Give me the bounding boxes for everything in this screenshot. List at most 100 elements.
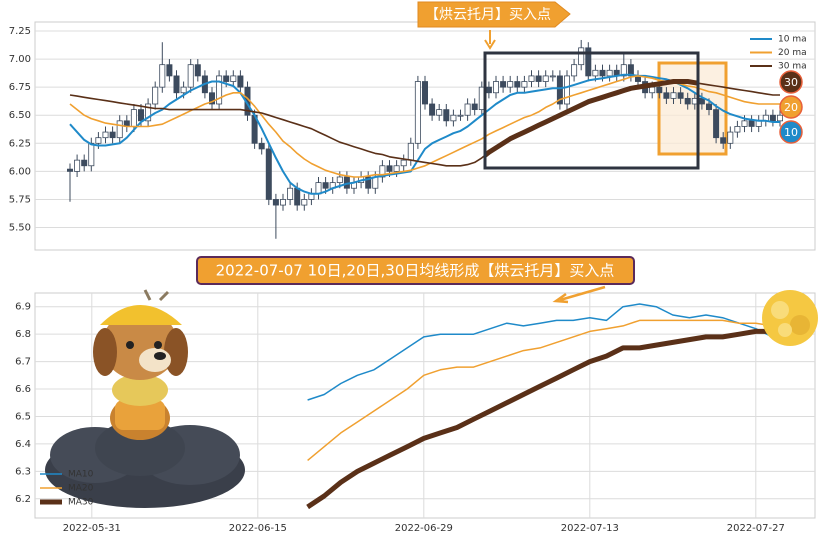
- candle-body: [400, 159, 407, 167]
- candle-body: [180, 86, 187, 94]
- legend-label: 20 ma: [778, 48, 807, 58]
- candle-body: [279, 199, 286, 206]
- x-tick-label: 2022-06-29: [395, 523, 453, 534]
- candle-body: [542, 75, 549, 82]
- candle-body: [421, 81, 428, 105]
- legend-label: MA10: [68, 470, 94, 480]
- pattern-box: [483, 51, 700, 170]
- candle-body: [137, 109, 144, 122]
- candle-body: [748, 120, 755, 127]
- candle-body: [81, 159, 88, 167]
- x-tick-label: 2022-07-13: [561, 523, 619, 534]
- candle-body: [287, 187, 294, 200]
- candle-body: [95, 137, 102, 144]
- x-tick-label: 2022-05-31: [63, 523, 121, 534]
- candle-body: [741, 120, 748, 127]
- moon: [762, 290, 818, 346]
- candle-body: [535, 75, 542, 82]
- highlight-box: [657, 61, 728, 156]
- candle-body: [365, 176, 372, 189]
- y-tick-label: 7.00: [9, 54, 31, 65]
- candle-body: [514, 81, 521, 88]
- candle-body: [606, 69, 613, 77]
- candle-body: [294, 187, 301, 206]
- banner-arrow: [552, 285, 606, 304]
- candle-body: [734, 126, 741, 133]
- candle-body: [216, 75, 223, 105]
- candle-body: [706, 103, 713, 111]
- candle-body: [322, 182, 329, 189]
- candle-body: [166, 64, 173, 77]
- candle-body: [656, 86, 663, 94]
- candle-body: [528, 75, 535, 82]
- x-tick-label: 2022-06-15: [229, 523, 287, 534]
- y-tick-label: 6.75: [9, 82, 31, 93]
- candle-body: [74, 159, 81, 172]
- candle-body: [663, 92, 670, 99]
- candle-body: [521, 81, 528, 88]
- candle-body: [713, 109, 720, 139]
- candle-body: [372, 176, 379, 189]
- candle-body: [620, 64, 627, 77]
- y-tick-label: 6.2: [15, 494, 31, 505]
- candle-body: [187, 64, 194, 88]
- candle-body: [173, 75, 180, 94]
- ma-line-emphasis: [485, 79, 698, 159]
- annotation-box: [417, 1, 571, 28]
- candle-body: [471, 103, 478, 111]
- candle-body: [336, 176, 343, 184]
- annotation-arrow: [484, 30, 496, 50]
- candle-body: [464, 103, 471, 116]
- candle-body: [301, 199, 308, 206]
- candle-body: [116, 120, 123, 139]
- legend-label: 30 ma: [778, 62, 807, 72]
- legend-label: MA30: [68, 498, 94, 508]
- candle-body: [556, 75, 563, 105]
- legend-label: MA20: [68, 484, 94, 494]
- candle-body: [407, 142, 414, 161]
- y-tick-label: 6.25: [9, 138, 31, 149]
- candle-body: [429, 103, 436, 116]
- annotation: 【烘云托月】买入点: [425, 7, 551, 23]
- badge-label: 10: [784, 126, 798, 139]
- badge: [779, 120, 803, 144]
- candle-body: [585, 47, 592, 77]
- candle-body: [549, 75, 556, 78]
- badge-label: 30: [784, 76, 798, 89]
- candle-body: [223, 75, 230, 82]
- candle-body: [159, 64, 166, 88]
- candle-body: [670, 92, 677, 99]
- candle-body: [457, 114, 464, 117]
- candle-body: [152, 86, 159, 105]
- candle-body: [727, 131, 734, 144]
- candle-body: [130, 109, 137, 127]
- y-tick-label: 7.25: [9, 26, 31, 37]
- candle-body: [578, 47, 585, 66]
- y-tick-label: 6.7: [15, 357, 31, 368]
- candle-body: [450, 114, 457, 122]
- y-tick-label: 6.00: [9, 166, 31, 177]
- candle-body: [208, 92, 215, 105]
- mascot: [45, 289, 245, 508]
- candle-body: [720, 137, 727, 144]
- candle-body: [145, 103, 152, 122]
- legend-label: 10 ma: [778, 35, 807, 45]
- candle-body: [436, 109, 443, 116]
- candle-body: [777, 114, 784, 122]
- candle-body: [564, 75, 571, 105]
- candle-body: [443, 109, 450, 122]
- candle-body: [500, 81, 507, 88]
- candle-body: [507, 81, 514, 88]
- candle-body: [109, 131, 116, 139]
- candle-body: [627, 64, 634, 77]
- candle-body: [393, 165, 400, 172]
- y-tick-label: 6.6: [15, 384, 31, 395]
- candle-body: [379, 165, 386, 178]
- candle-body: [485, 86, 492, 94]
- y-tick-label: 5.75: [9, 194, 31, 205]
- candle-body: [102, 131, 109, 139]
- badge: [779, 95, 803, 119]
- y-tick-label: 6.50: [9, 110, 31, 121]
- y-tick-label: 6.8: [15, 329, 31, 340]
